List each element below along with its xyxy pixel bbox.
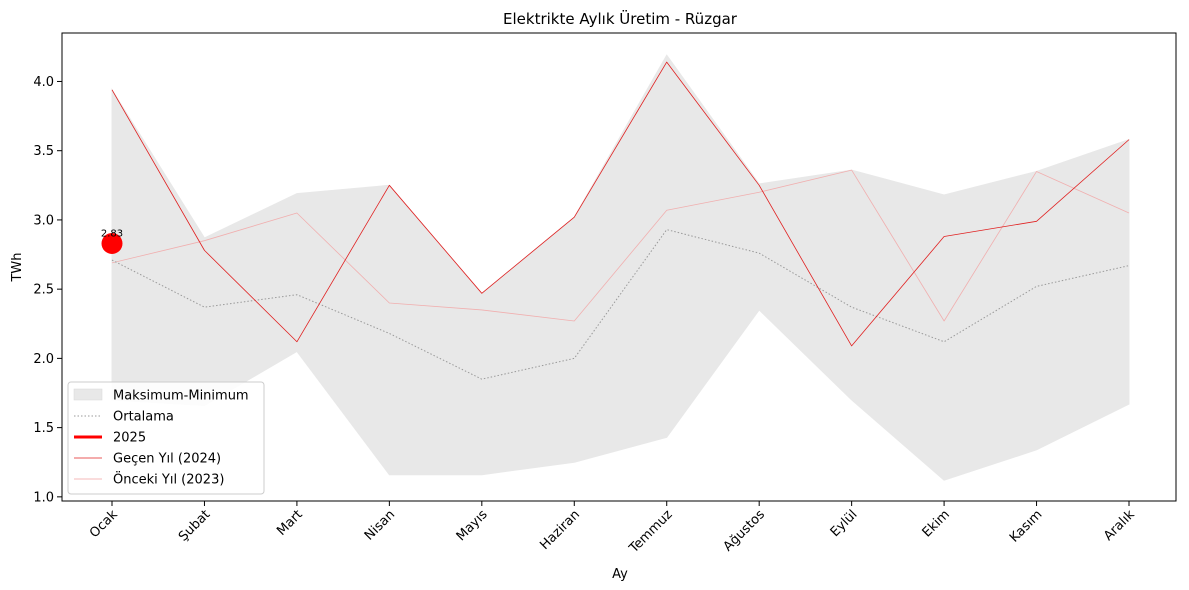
- x-tick-label: Aralık: [1101, 507, 1138, 544]
- series-0-line: [111, 229, 1130, 380]
- x-tick-label: Ocak: [87, 507, 121, 541]
- y-tick-label: 3.5: [33, 144, 54, 159]
- series-2-line: [111, 61, 1130, 347]
- plot-frame: [61, 32, 1177, 502]
- y-tick-label: 2.0: [33, 352, 54, 367]
- series-3-line: [111, 169, 1130, 322]
- x-tick-label: Mart: [274, 507, 306, 539]
- legend-label-series-2: Geçen Yıl (2024): [113, 452, 221, 467]
- legend-label-series-1: 2025: [113, 431, 146, 446]
- x-tick-label: Nisan: [362, 507, 398, 543]
- legend-box: [67, 381, 265, 495]
- x-tick-label: Şubat: [176, 507, 213, 544]
- data-label: 2.83: [101, 228, 123, 239]
- x-axis-label: Ay: [612, 567, 628, 582]
- x-tick-label: Kasım: [1007, 507, 1045, 545]
- legend-label-series-0: Ortalama: [113, 410, 174, 425]
- y-axis-label: TWh: [10, 252, 25, 282]
- x-tick-label: Ağustos: [721, 507, 769, 555]
- y-tick-label: 2.5: [33, 283, 54, 298]
- chart-title: Elektrikte Aylık Üretim - Rüzgar: [503, 9, 738, 28]
- y-tick-label: 4.0: [33, 75, 54, 90]
- x-tick-label: Temmuz: [626, 507, 676, 557]
- y-tick-label: 1.0: [33, 490, 54, 505]
- y-tick-label: 1.5: [33, 421, 54, 436]
- band-max-min: [111, 54, 1130, 481]
- legend-label-series-3: Önceki Yıl (2023): [113, 471, 224, 488]
- point-2025-0: [101, 232, 123, 254]
- legend-swatch-band: [73, 388, 103, 401]
- legend-label-band: Maksimum-Minimum: [113, 389, 249, 404]
- x-tick-label: Ekim: [920, 507, 953, 540]
- x-tick-label: Mayıs: [454, 507, 491, 544]
- y-tick-label: 3.0: [33, 213, 54, 228]
- x-tick-label: Eylül: [828, 507, 861, 540]
- x-tick-label: Haziran: [537, 507, 583, 553]
